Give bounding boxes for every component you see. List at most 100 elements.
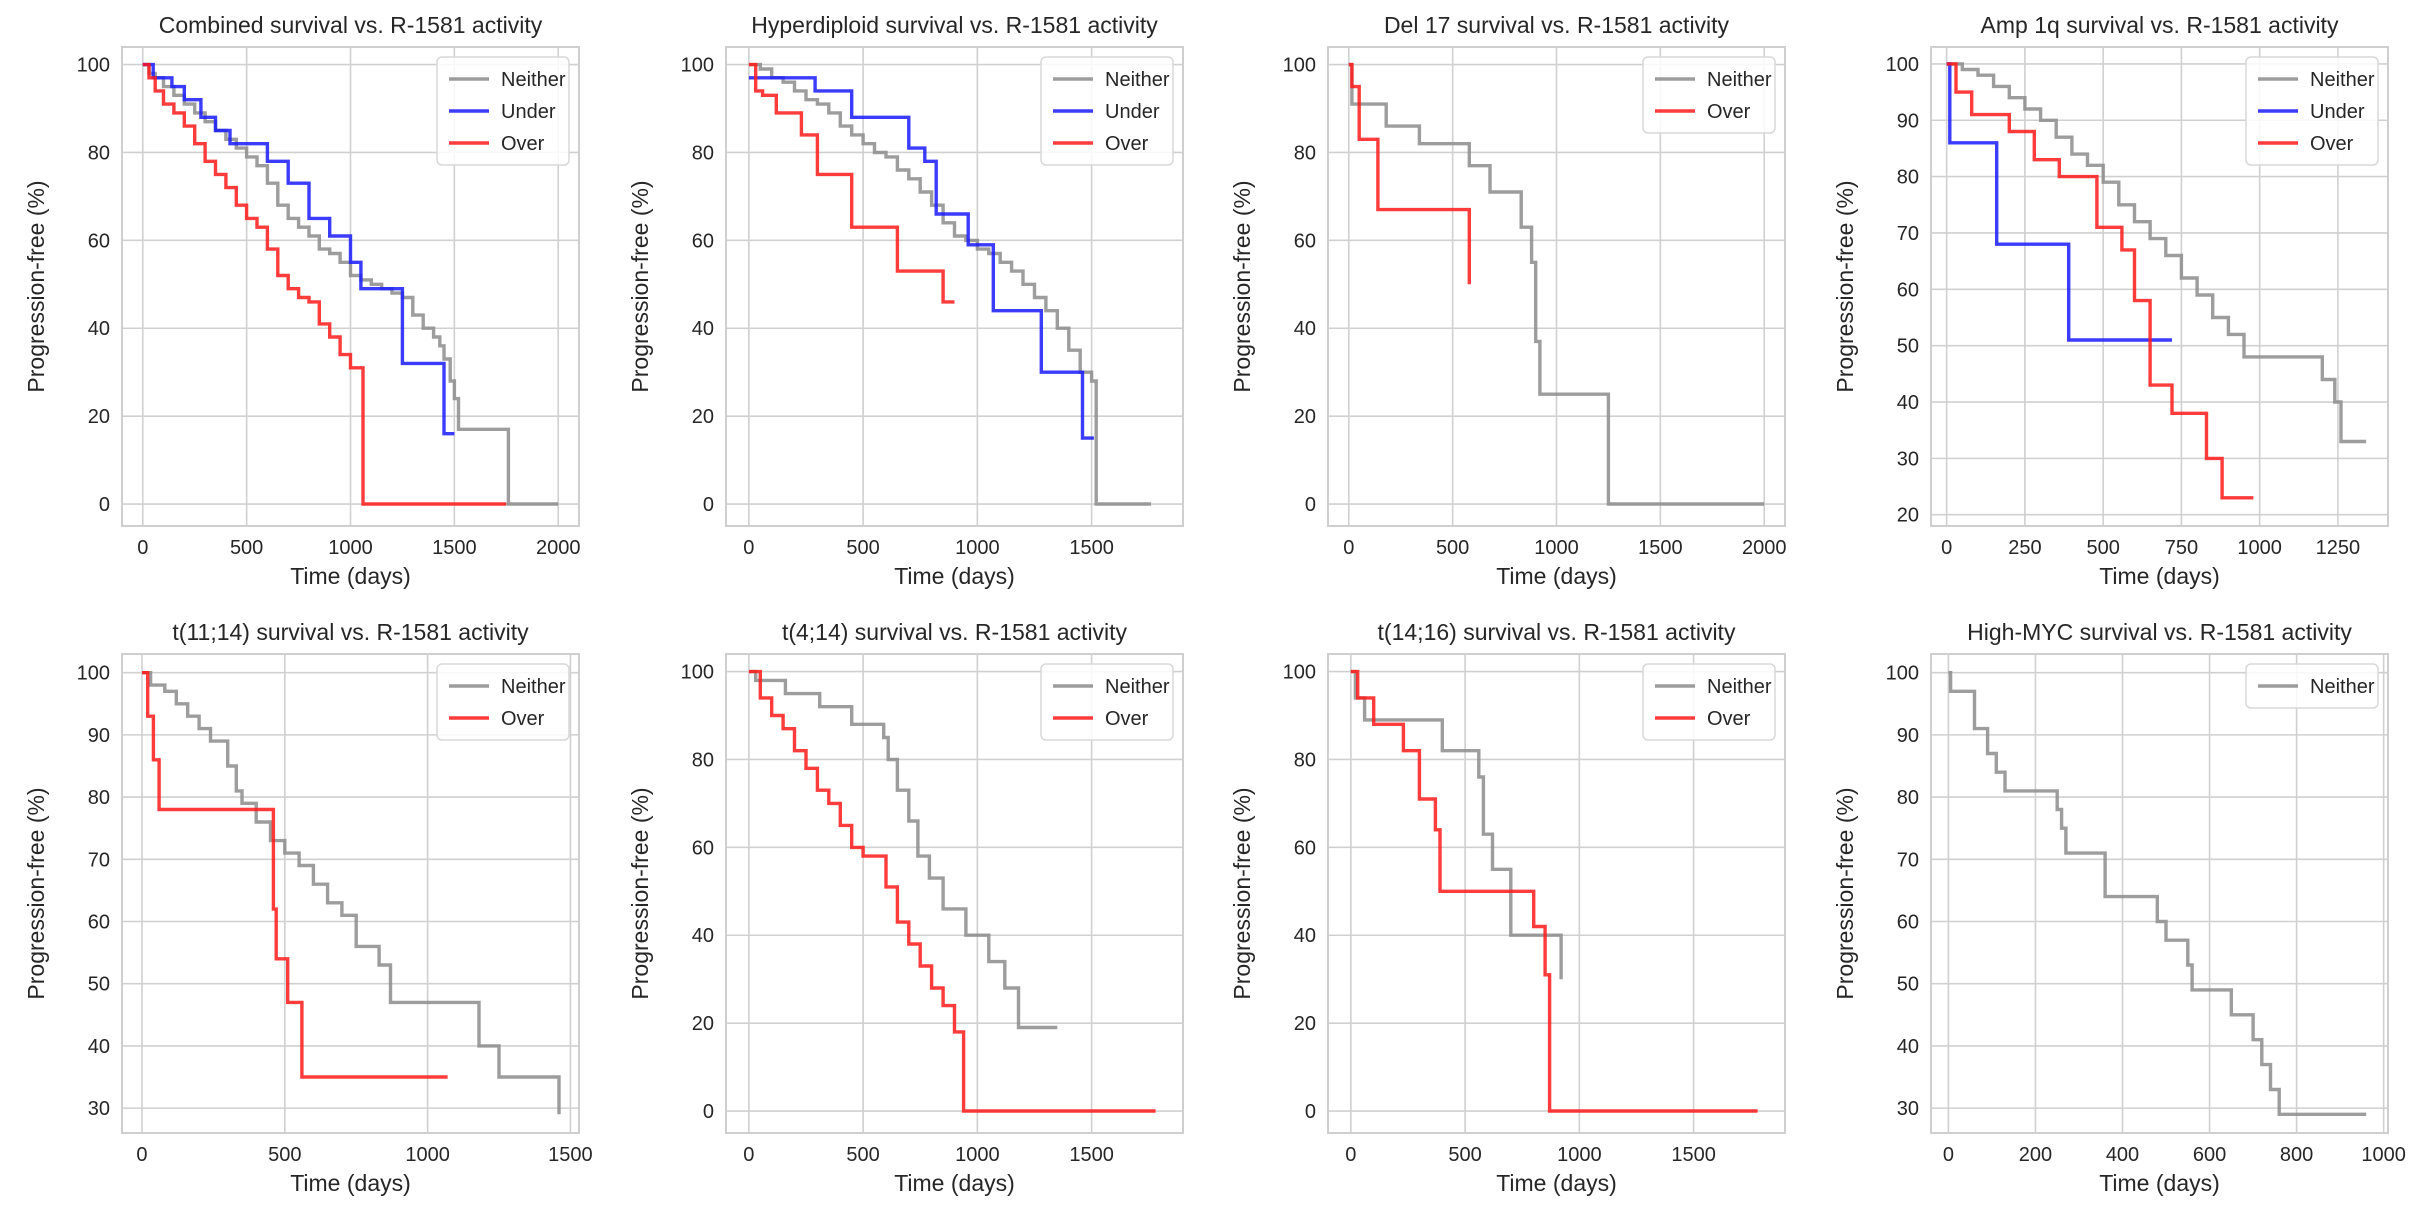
x-tick-label: 500 (268, 1144, 301, 1166)
x-tick-label: 500 (846, 1144, 879, 1166)
y-tick-label: 20 (88, 406, 110, 428)
x-tick-label: 0 (1345, 1144, 1356, 1166)
x-tick-label: 1500 (1069, 537, 1114, 559)
series-line-under (748, 76, 1094, 440)
legend-label: Neither (501, 676, 566, 698)
series-group (142, 671, 561, 1115)
series-line-over (1350, 669, 1758, 1113)
y-tick-label: 60 (692, 230, 714, 252)
series-line-neither (1350, 669, 1563, 980)
series-line-neither (142, 671, 561, 1115)
y-tick-label: 40 (88, 1036, 110, 1058)
y-tick-label: 0 (1305, 1101, 1316, 1123)
y-tick-label: 50 (88, 974, 110, 996)
x-tick-label: 200 (2019, 1144, 2052, 1166)
legend: Neither Over (1642, 663, 1776, 741)
legend-label: Over (1105, 133, 1149, 155)
y-tick-label: 60 (88, 230, 110, 252)
legend-label: Over (1707, 708, 1751, 730)
legend-label: Over (501, 133, 545, 155)
x-tick-label: 1500 (1638, 537, 1683, 559)
x-tick-label: 1250 (2316, 537, 2361, 559)
x-tick-label: 1000 (2237, 537, 2282, 559)
series-line-neither (1948, 671, 2367, 1116)
legend-label: Under (501, 101, 556, 123)
legend: Neither Under Over (1040, 56, 1174, 166)
y-tick-label: 80 (88, 787, 110, 809)
y-tick-label: 60 (692, 837, 714, 859)
x-tick-label: 500 (2086, 537, 2119, 559)
legend-box (1040, 56, 1174, 166)
series-group (748, 62, 1151, 506)
y-tick-label: 0 (99, 494, 110, 516)
x-tick-label: 1000 (2361, 1144, 2406, 1166)
series-line-under (1946, 62, 2172, 342)
y-tick-label: 90 (1897, 725, 1919, 747)
y-tick-label: 40 (1294, 318, 1316, 340)
y-tick-label: 0 (703, 494, 714, 516)
x-axis-label: Time (days) (2099, 563, 2220, 589)
y-tick-label: 50 (1897, 336, 1919, 358)
x-axis-label: Time (days) (894, 1170, 1015, 1196)
y-tick-label: 80 (1294, 142, 1316, 164)
y-tick-label: 100 (1283, 662, 1316, 684)
legend: Neither Over (436, 663, 570, 741)
y-tick-label: 20 (692, 1013, 714, 1035)
x-tick-label: 1500 (548, 1144, 593, 1166)
x-tick-label: 1000 (405, 1144, 450, 1166)
legend: Neither Under Over (2245, 56, 2379, 166)
x-tick-label: 1000 (955, 537, 1000, 559)
x-tick-label: 0 (1943, 1144, 1954, 1166)
series-group (142, 62, 559, 506)
y-tick-label: 40 (88, 318, 110, 340)
y-tick-label: 20 (1294, 406, 1316, 428)
y-tick-label: 40 (1294, 925, 1316, 947)
x-tick-label: 250 (2008, 537, 2041, 559)
x-tick-label: 2000 (536, 537, 581, 559)
y-axis-label: Progression-free (%) (23, 180, 49, 392)
y-tick-label: 50 (1897, 974, 1919, 996)
legend-box (436, 56, 570, 166)
x-tick-label: 2000 (1742, 537, 1787, 559)
legend-label: Over (1707, 101, 1751, 123)
plot-frame (121, 653, 580, 1134)
chart-panel-6: 0 500 1000 1500 0 20 40 60 80 100 t(4;14) survival… (627, 619, 1184, 1196)
x-tick-label: 0 (743, 537, 754, 559)
x-tick-label: 500 (846, 537, 879, 559)
x-tick-label: 1500 (432, 537, 477, 559)
chart-title: t(14;16) survival vs. R-1581 activity (1378, 619, 1736, 645)
legend: Neither Over (1642, 56, 1776, 134)
x-tick-label: 0 (137, 537, 148, 559)
y-tick-label: 30 (1897, 1098, 1919, 1120)
x-tick-label: 1500 (1069, 1144, 1114, 1166)
y-tick-label: 100 (1886, 54, 1919, 76)
legend: Neither Over (1040, 663, 1174, 741)
y-tick-label: 100 (681, 55, 714, 77)
y-tick-label: 60 (1897, 279, 1919, 301)
legend-label: Over (501, 708, 545, 730)
y-tick-label: 100 (1283, 55, 1316, 77)
chart-title: High-MYC survival vs. R-1581 activity (1967, 619, 2352, 645)
chart-panel-8: 0 200 400 600 800 1000 30 40 50 60 70 80 90 100 High-M… (1832, 619, 2406, 1196)
x-tick-label: 500 (230, 537, 263, 559)
y-axis-label: Progression-free (%) (627, 787, 653, 999)
x-tick-label: 750 (2165, 537, 2198, 559)
plot-frame (1930, 46, 2389, 527)
series-line-neither (748, 669, 1058, 1030)
legend-label: Over (1105, 708, 1149, 730)
x-tick-label: 400 (2106, 1144, 2139, 1166)
series-group (1350, 669, 1758, 1113)
chart-panel-1: 0 500 1000 1500 2000 0 20 40 60 80 100 Combined sur… (23, 12, 580, 589)
x-tick-label: 0 (1343, 537, 1354, 559)
chart-panel-2: 0 500 1000 1500 0 20 40 60 80 100 Hyperdiploid sur… (627, 12, 1184, 589)
y-tick-label: 30 (1897, 448, 1919, 470)
y-tick-label: 100 (681, 662, 714, 684)
legend-label: Neither (1105, 69, 1170, 91)
x-tick-label: 1000 (1534, 537, 1579, 559)
y-axis-label: Progression-free (%) (1832, 787, 1858, 999)
x-tick-label: 500 (1448, 1144, 1481, 1166)
y-tick-label: 80 (1897, 167, 1919, 189)
chart-title: t(11;14) survival vs. R-1581 activity (172, 619, 529, 645)
